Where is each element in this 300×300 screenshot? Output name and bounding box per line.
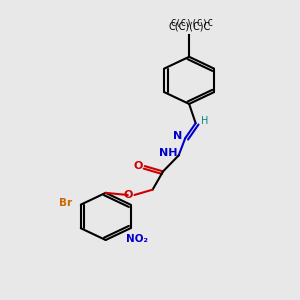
Text: Br: Br (58, 197, 72, 208)
Text: C(C)(C)C: C(C)(C)C (170, 19, 213, 28)
Text: H: H (201, 116, 208, 126)
Text: N: N (173, 131, 182, 141)
Text: C(C)(C)C: C(C)(C)C (168, 22, 210, 32)
Text: O: O (123, 190, 133, 200)
Text: O: O (134, 161, 143, 171)
Text: NH: NH (159, 148, 178, 158)
Text: NO₂: NO₂ (126, 234, 148, 244)
